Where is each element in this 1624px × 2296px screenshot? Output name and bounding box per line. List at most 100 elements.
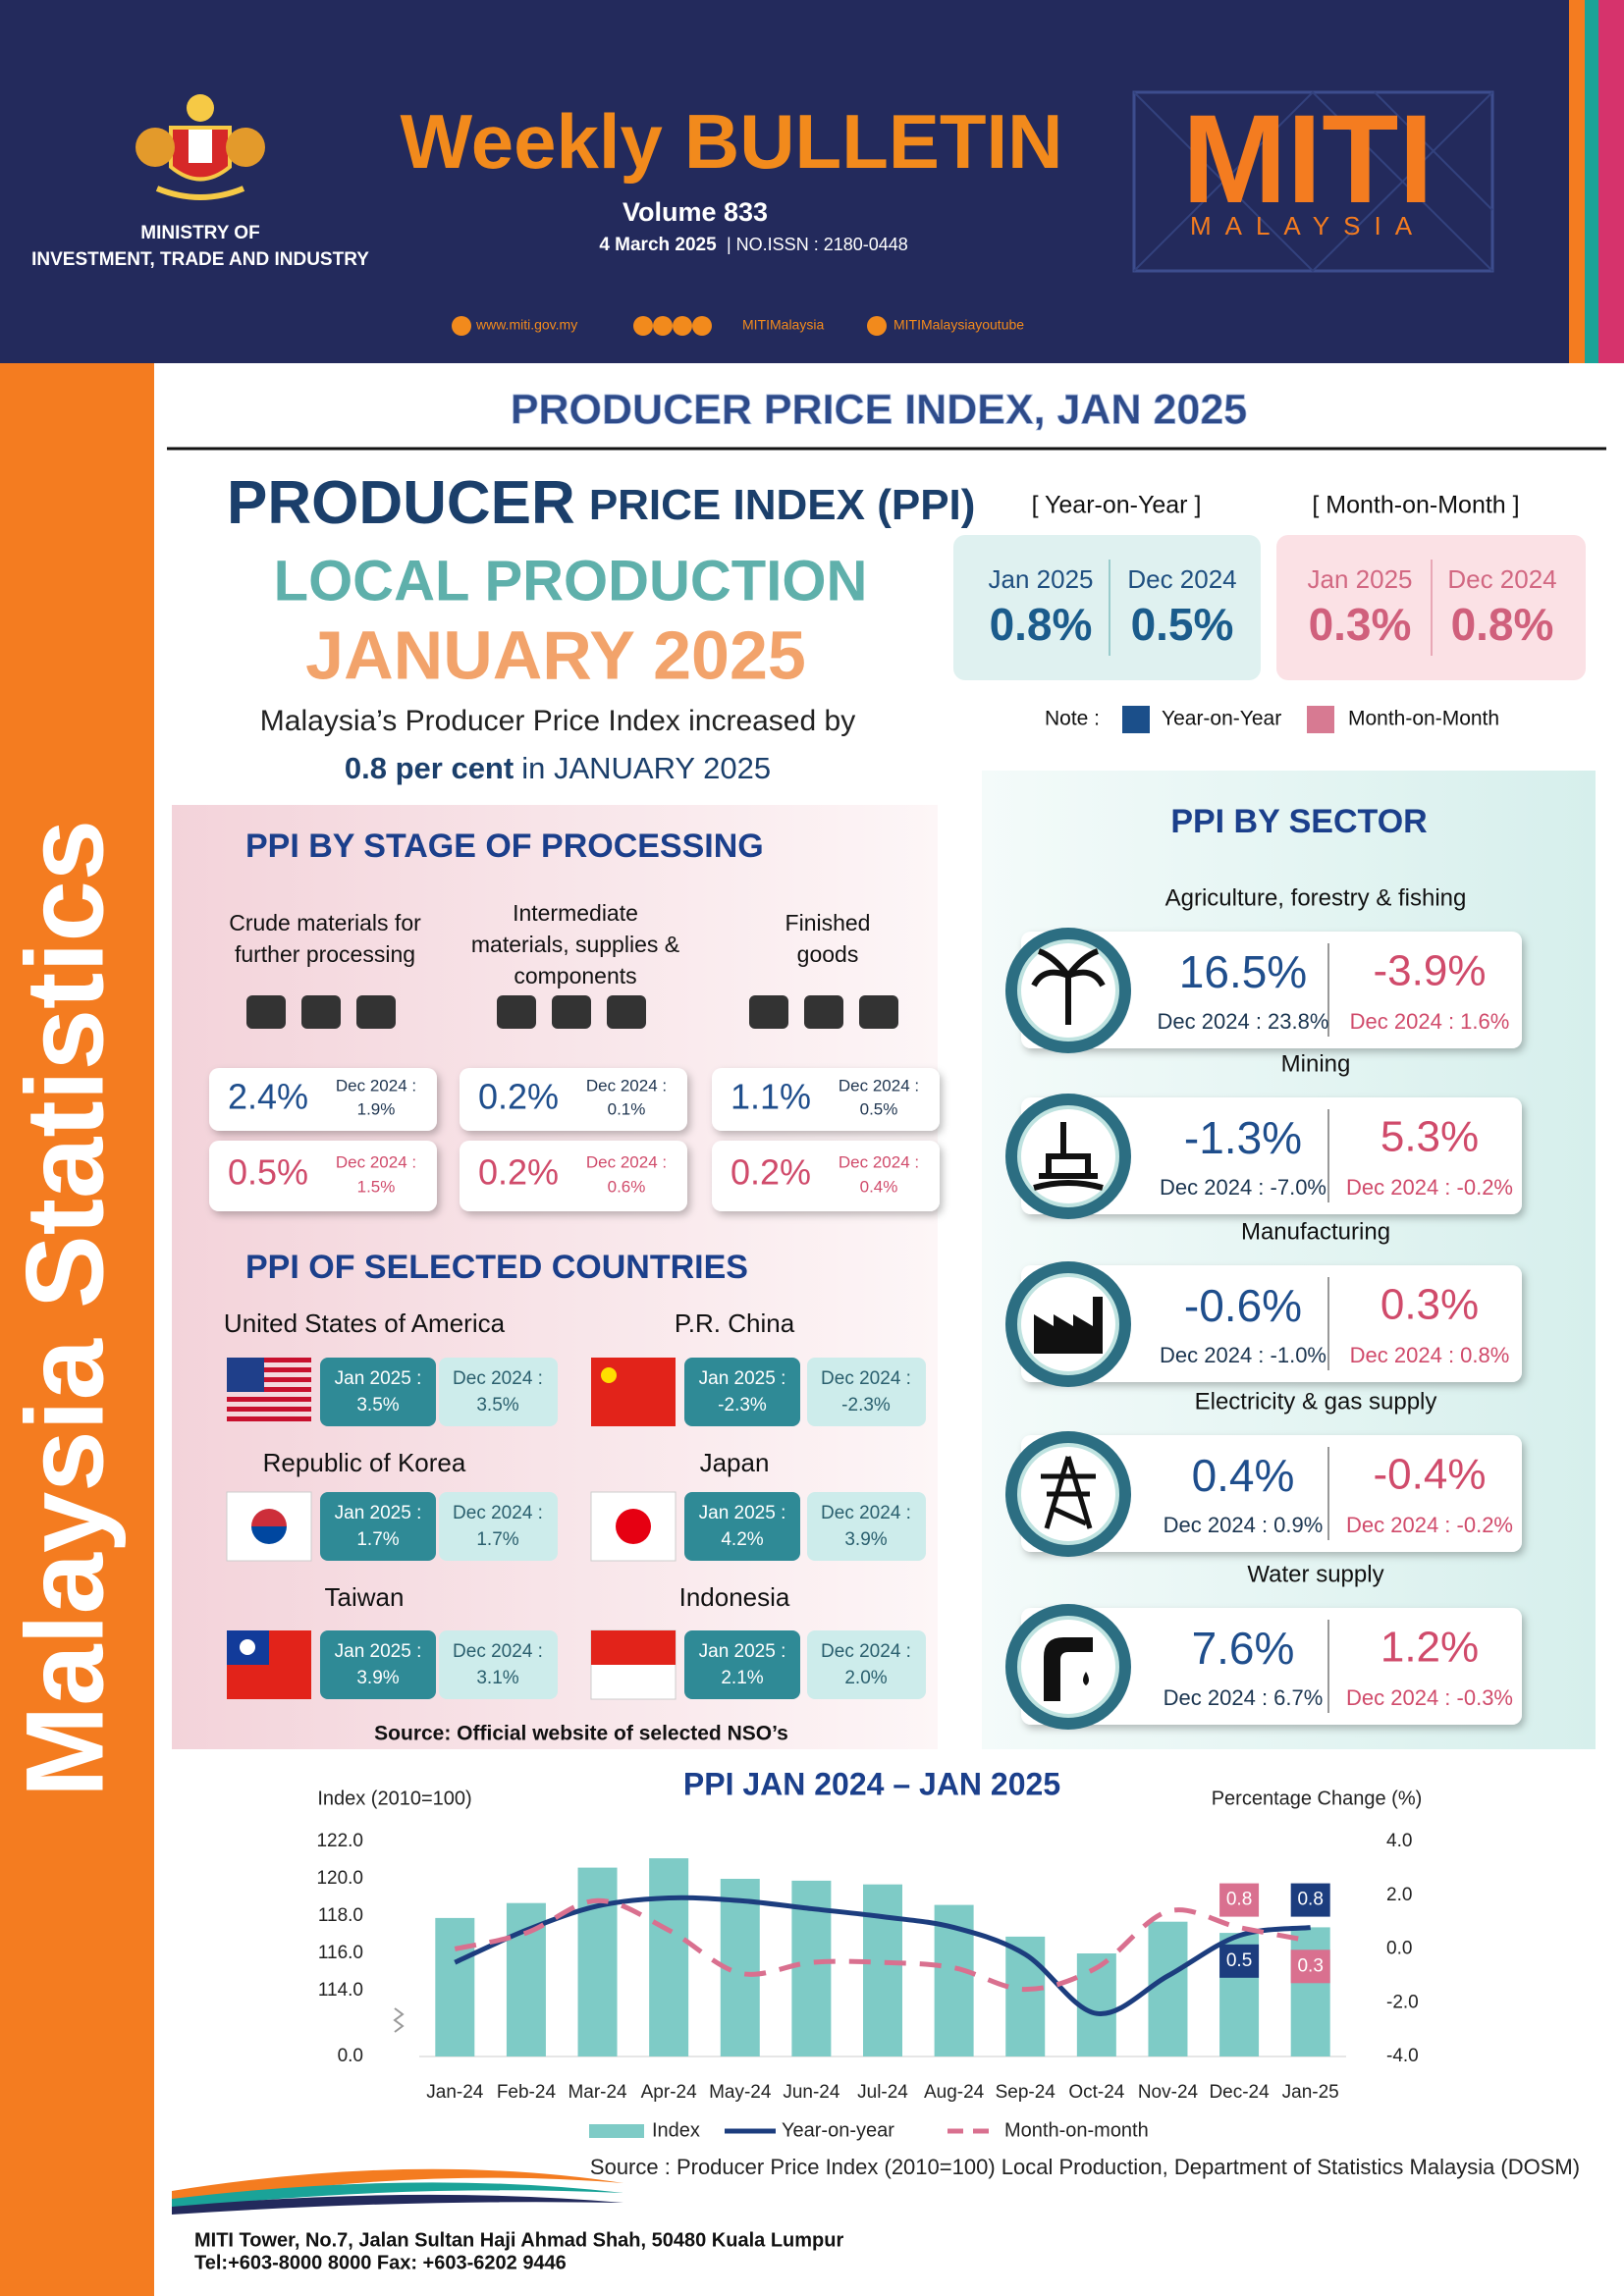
country-box (807, 1358, 926, 1426)
legend-label: Month-on-Month (1348, 708, 1499, 730)
icon-bg (1017, 1616, 1119, 1718)
flag-part (227, 1367, 311, 1372)
stage-name: Intermediate (513, 900, 638, 926)
country-label: Jan 2025 : (335, 1641, 422, 1662)
stage-box (460, 1068, 687, 1131)
crest (135, 94, 265, 200)
country-box (684, 1492, 800, 1561)
flag-part (227, 1377, 311, 1382)
y2-axis-title: Percentage Change (%) (1212, 1788, 1423, 1809)
legend-label: Year-on-year (782, 2119, 894, 2141)
legend-swatch (1307, 706, 1334, 733)
intro-title-b: PRICE INDEX (PPI) (589, 481, 976, 529)
section-title: PPI OF SELECTED COUNTRIES (245, 1249, 748, 1286)
social-icon (673, 316, 692, 336)
flag (227, 1630, 311, 1699)
y2-tick-label: -2.0 (1386, 1992, 1419, 2012)
country-box (807, 1492, 926, 1561)
country-name: Indonesia (679, 1582, 790, 1612)
stage-prev: Dec 2024 : (586, 1152, 667, 1171)
yoy-box (953, 535, 1261, 680)
stage-prev: Dec 2024 : (586, 1076, 667, 1095)
country-value: 1.7% (476, 1529, 518, 1550)
sector-prev: Dec 2024 : 1.6% (1350, 1009, 1510, 1034)
flag-part (227, 1407, 311, 1412)
x-tick-label: Dec-24 (1209, 2082, 1270, 2103)
y-tick-label: 116.0 (318, 1943, 363, 1963)
data-label-bg (1219, 1883, 1260, 1917)
bar (1290, 1927, 1330, 2056)
stage-icon (749, 995, 788, 1029)
headline-period: Dec 2024 (1447, 564, 1556, 594)
country-label: Dec 2024 : (453, 1503, 543, 1523)
social-link: www.miti.gov.my (475, 317, 577, 333)
ministry-name: INVESTMENT, TRADE AND INDUSTRY (31, 249, 369, 270)
stage-mom: 0.5% (228, 1152, 308, 1193)
intro-title-a: PRODUCER (227, 469, 575, 537)
flag (590, 1491, 677, 1562)
stage-prev: Dec 2024 : (839, 1152, 919, 1171)
icon (1033, 1122, 1104, 1191)
data-label: 0.8 (1297, 1890, 1323, 1910)
stage-prev: 1.9% (357, 1099, 396, 1118)
y-tick-label: 118.0 (318, 1905, 363, 1926)
x-tick-label: Sep-24 (996, 2082, 1056, 2103)
country-name: Japan (700, 1448, 770, 1477)
sector-yoy: -0.6% (1184, 1280, 1302, 1331)
sector-prev: Dec 2024 : 0.9% (1164, 1513, 1324, 1537)
intro-text-end: in JANUARY 2025 (521, 751, 771, 785)
y-tick-label: 120.0 (316, 1868, 363, 1889)
sector-prev: Dec 2024 : -1.0% (1160, 1343, 1326, 1367)
flag-part (601, 1367, 617, 1383)
stage-icon (607, 995, 646, 1029)
icon (1041, 1456, 1096, 1529)
bar (1148, 1921, 1188, 2056)
page-title: PRODUCER PRICE INDEX, JAN 2025 (511, 386, 1247, 433)
stage-name: Finished (785, 910, 871, 935)
stage-prev: 0.5% (860, 1099, 898, 1118)
data-label-bg (1219, 1944, 1260, 1978)
stage-name: materials, supplies & (471, 932, 679, 957)
stage-prev: 1.5% (357, 1177, 396, 1196)
country-value: 2.0% (844, 1668, 887, 1688)
y-tick-label: 114.0 (318, 1980, 363, 2001)
stage-icon (301, 995, 341, 1029)
country-box (807, 1630, 926, 1699)
axis-break (393, 2007, 405, 2033)
country-value: 3.9% (356, 1668, 399, 1688)
country-value: 2.1% (721, 1668, 763, 1688)
stage-prev: Dec 2024 : (336, 1076, 416, 1095)
social-link: MITIMalaysia (742, 317, 824, 333)
y-axis-title: Index (2010=100) (317, 1788, 471, 1809)
stage-name: further processing (235, 941, 415, 967)
headline-label: [ Month-on-Month ] (1312, 492, 1519, 519)
chart-title: PPI JAN 2024 – JAN 2025 (683, 1766, 1060, 1801)
stage-prev: 0.6% (608, 1177, 646, 1196)
country-value: 3.5% (476, 1395, 518, 1415)
legend-label: Month-on-month (1004, 2119, 1149, 2141)
sector-box (1021, 1265, 1522, 1382)
country-name: Taiwan (325, 1582, 405, 1612)
side-band (0, 363, 154, 2296)
flag (226, 1491, 312, 1562)
stage-mom: 0.2% (478, 1152, 559, 1193)
flag-part (227, 1397, 311, 1402)
intro-subtitle: LOCAL PRODUCTION (274, 549, 868, 613)
stage-box (209, 1068, 437, 1131)
sector-prev: Dec 2024 : 0.8% (1350, 1343, 1510, 1367)
flag-part (590, 1491, 677, 1562)
address: Tel:+603-8000 8000 Fax: +603-6202 9446 (194, 2252, 567, 2273)
volume: Volume 833 (623, 197, 768, 227)
headline-value: 0.5% (1131, 599, 1234, 650)
flag (591, 1358, 676, 1426)
stage-prev: Dec 2024 : (839, 1076, 919, 1095)
country-value: 4.2% (721, 1529, 763, 1550)
flag (590, 1629, 677, 1700)
sector-prev: Dec 2024 : -0.2% (1346, 1175, 1513, 1200)
country-label: Dec 2024 : (453, 1368, 543, 1389)
country-label: Dec 2024 : (821, 1503, 911, 1523)
headline-period: Jan 2025 (1308, 564, 1413, 594)
section-title: PPI BY SECTOR (1170, 803, 1427, 840)
